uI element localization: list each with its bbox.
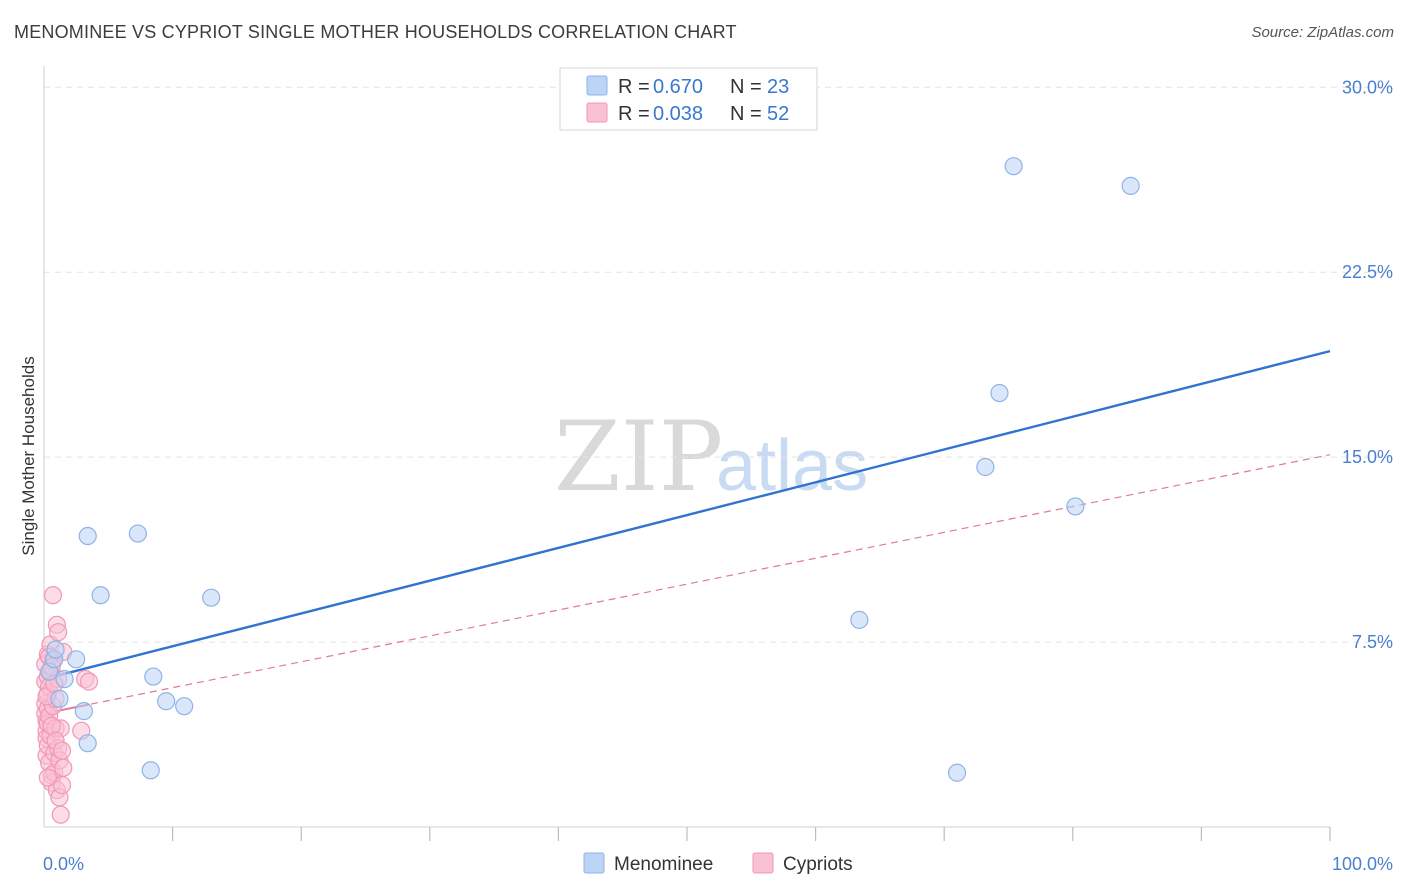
legend-n-label-1: N = [730, 76, 762, 98]
menominee-point [141, 761, 160, 780]
grid-lines [44, 86, 1392, 643]
source-label: Source: ZipAtlas.com [1251, 24, 1394, 41]
menominee-point [91, 586, 110, 605]
cypriot-trend-line [43, 454, 1331, 715]
menominee-point [157, 692, 176, 711]
cypriot-point [79, 672, 99, 691]
x-tick-labels: 0.0% 100.0% [43, 854, 1393, 874]
y-tick-label: 15.0% [1342, 447, 1393, 467]
menominee-point [144, 667, 163, 686]
menominee-point [175, 697, 194, 716]
legend-r-value-1: 0.670 [653, 76, 703, 98]
bottom-legend-swatch-blue [583, 852, 605, 874]
watermark-atlas: atlas [716, 426, 868, 506]
menominee-point [50, 689, 69, 708]
legend-n-value-1: 23 [767, 76, 789, 98]
menominee-point [990, 383, 1009, 403]
x-tick-max: 100.0% [1332, 854, 1393, 874]
cypriot-point [51, 805, 70, 824]
legend-swatch-pink [586, 102, 608, 123]
menominee-point [1004, 157, 1023, 176]
data-points [36, 157, 1140, 824]
menominee-point [78, 734, 97, 753]
cypriot-point [49, 623, 68, 642]
bottom-legend-swatch-pink [752, 852, 774, 874]
cypriot-point [52, 741, 72, 760]
cypriot-point [38, 768, 57, 787]
menominee-point [1121, 176, 1140, 195]
y-axis-label: Single Mother Households [19, 356, 38, 555]
y-tick-labels: 30.0% 22.5% 15.0% 7.5% [1342, 77, 1393, 652]
legend-n-value-2: 52 [767, 103, 789, 125]
bottom-legend-menominee: Menominee [614, 854, 713, 875]
watermark: ZIP atlas [554, 401, 868, 513]
menominee-point [78, 526, 97, 546]
x-tick-min: 0.0% [43, 854, 84, 874]
legend-r-value-2: 0.038 [653, 103, 703, 125]
y-tick-label: 22.5% [1342, 262, 1393, 282]
menominee-point [202, 588, 221, 607]
menominee-point [74, 702, 93, 721]
legend-r-label-2: R = [618, 103, 650, 125]
y-tick-label: 30.0% [1342, 77, 1393, 97]
menominee-point [947, 763, 967, 782]
bottom-legend: Menominee Cypriots [583, 852, 853, 875]
menominee-point [976, 457, 995, 477]
menominee-point [128, 524, 147, 543]
menominee-point [55, 669, 74, 689]
y-tick-label: 7.5% [1352, 632, 1393, 652]
menominee-point [46, 640, 65, 659]
chart-title: MENOMINEE VS CYPRIOT SINGLE MOTHER HOUSE… [14, 22, 737, 42]
cypriot-point [43, 586, 63, 605]
menominee-trend-line [43, 349, 1331, 681]
legend-n-label-2: N = [730, 103, 762, 125]
menominee-point [1066, 497, 1085, 516]
bottom-legend-cypriots: Cypriots [783, 854, 853, 875]
cypriot-point [54, 758, 73, 777]
legend-swatch-blue [586, 75, 608, 96]
menominee-point [850, 610, 869, 629]
legend-r-label-1: R = [618, 76, 650, 98]
legend: R = 0.670 N = 23 R = 0.038 N = 52 [559, 67, 818, 131]
menominee-point [67, 650, 86, 669]
